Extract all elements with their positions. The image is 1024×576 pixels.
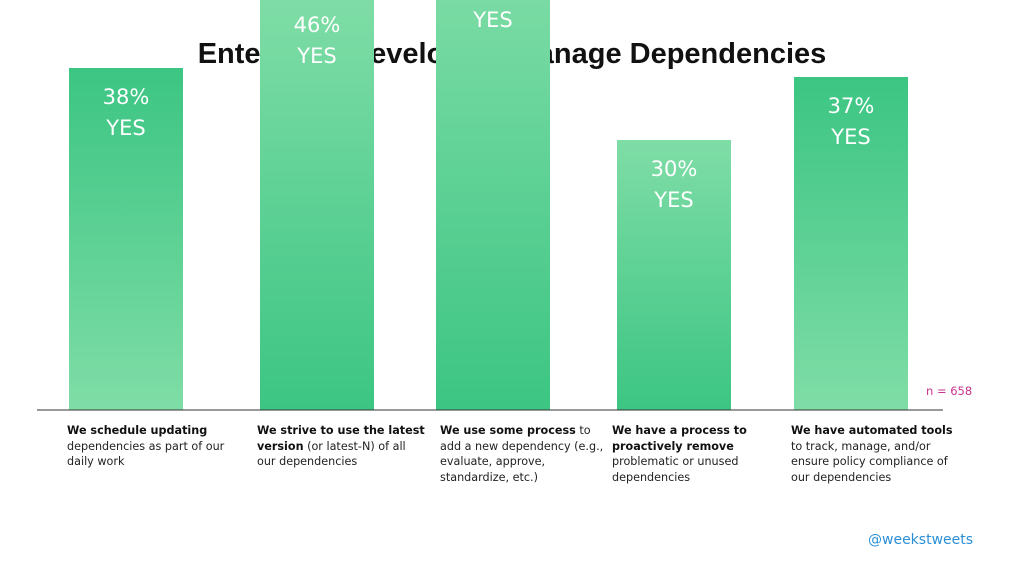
category-description-bold: We have a process to proactively remove xyxy=(612,424,747,453)
twitter-handle[interactable]: @weekstweets xyxy=(868,532,974,548)
category-description-text: problematic or unused dependencies xyxy=(612,455,739,484)
category-description-text: (or latest-N) of all our dependencies xyxy=(257,439,406,469)
bar-value-label: 37% xyxy=(828,94,875,118)
category-description-text: to add a new dependency (e.g., evaluate,… xyxy=(440,424,604,484)
bar-yes-label: YES xyxy=(472,8,512,32)
category-description-bold: We use some process xyxy=(440,424,576,437)
bar-yes-label: YES xyxy=(830,125,870,149)
category-description-text: to track, manage, and/or ensure policy c… xyxy=(791,439,948,484)
bar-yes-label: YES xyxy=(296,44,336,68)
category-description-2: We strive to use the latest version (or … xyxy=(257,423,427,470)
category-description-5: We have automated tools to track, manage… xyxy=(791,423,961,485)
category-description-bold: We schedule updating xyxy=(67,424,208,437)
category-description-bold: We have automated tools xyxy=(791,424,953,437)
bar-value-label: 38% xyxy=(103,85,150,109)
bar-2 xyxy=(260,0,374,410)
sample-size-note: n = 658 xyxy=(926,384,973,398)
bar-value-label: 46% xyxy=(294,13,341,37)
bar-yes-label: YES xyxy=(105,116,145,140)
category-description-1: We schedule updating dependencies as par… xyxy=(67,423,237,470)
bar-yes-label: YES xyxy=(653,188,693,212)
category-description-text: dependencies as part of our daily work xyxy=(67,439,225,469)
category-description-4: We have a process to proactively remove … xyxy=(612,423,782,485)
bar-value-label: 30% xyxy=(651,157,698,181)
category-description-bold: We strive to use the latest version xyxy=(257,424,425,453)
bar-value-label: 50% xyxy=(470,0,517,1)
bar-5 xyxy=(794,77,908,410)
category-description-3: We use some process to add a new depende… xyxy=(440,423,610,485)
bar-1 xyxy=(69,68,183,410)
bar-3 xyxy=(436,0,550,410)
bar-4 xyxy=(617,140,731,410)
